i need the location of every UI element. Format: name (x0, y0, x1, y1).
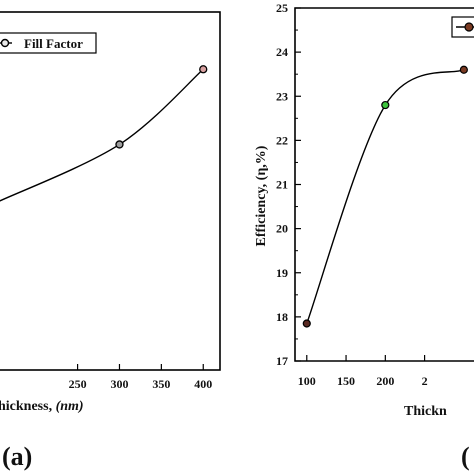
x-tick-labels-a: 250 300 350 400 (69, 377, 213, 391)
plot-frame-a (0, 11, 221, 371)
fill-factor-point (199, 65, 208, 74)
x-tick-labels-b: 100 150 200 2 (298, 374, 428, 388)
y-tick-label: 22 (276, 133, 288, 147)
efficiency-line (306, 69, 465, 324)
legend-marker-b (464, 22, 474, 32)
x-tick-label: 250 (69, 377, 87, 391)
y-tick-label: 20 (276, 222, 288, 236)
fill-factor-line (0, 68, 204, 202)
x-tick-label: 300 (110, 377, 128, 391)
y-tick-labels-b: 17 18 19 20 21 22 23 24 25 (276, 1, 288, 368)
x-tick-label: 200 (376, 374, 394, 388)
y-tick-label: 18 (276, 310, 288, 324)
panel-label-b: ( (461, 442, 470, 471)
y-tick-label: 21 (276, 178, 288, 192)
x-tick-label: 350 (152, 377, 170, 391)
efficiency-point (459, 65, 468, 74)
x-tick-label: 150 (337, 374, 355, 388)
fill-factor-points (115, 65, 208, 149)
x-axis-label-b: Thickn (404, 404, 447, 419)
panel-b: 17 18 19 20 21 22 23 24 25 100 150 200 2 Efficiency… (254, 1, 474, 471)
y-tick-label: 19 (276, 266, 288, 280)
x-tick-label: 2 (422, 374, 428, 388)
x-axis-label-a: hickness, (nm) (0, 399, 84, 414)
plot-frame-b (294, 7, 474, 362)
legend-b (451, 16, 474, 38)
y-tick-label: 25 (276, 1, 288, 15)
legend-marker-a (0, 38, 10, 48)
efficiency-point (302, 319, 311, 328)
axis-ticks-b (295, 7, 426, 362)
y-axis-label-b: Efficiency, (η,%) (254, 145, 269, 246)
y-tick-label: 24 (276, 45, 288, 59)
legend-box-a (0, 32, 97, 54)
panel-label-a: (a) (2, 442, 32, 471)
y-tick-label: 23 (276, 89, 288, 103)
x-tick-label: 100 (298, 374, 316, 388)
efficiency-point (381, 100, 390, 110)
x-ticks-a (76, 364, 204, 370)
panel-a: 250 300 350 400 Fill Factor hickness, (nm) … (0, 11, 221, 471)
efficiency-points (302, 65, 468, 328)
fill-factor-point (115, 140, 124, 149)
legend-a: Fill Factor (0, 32, 97, 54)
y-tick-label: 17 (276, 354, 288, 368)
x-tick-label: 400 (194, 377, 212, 391)
legend-label-a: Fill Factor (24, 36, 83, 51)
